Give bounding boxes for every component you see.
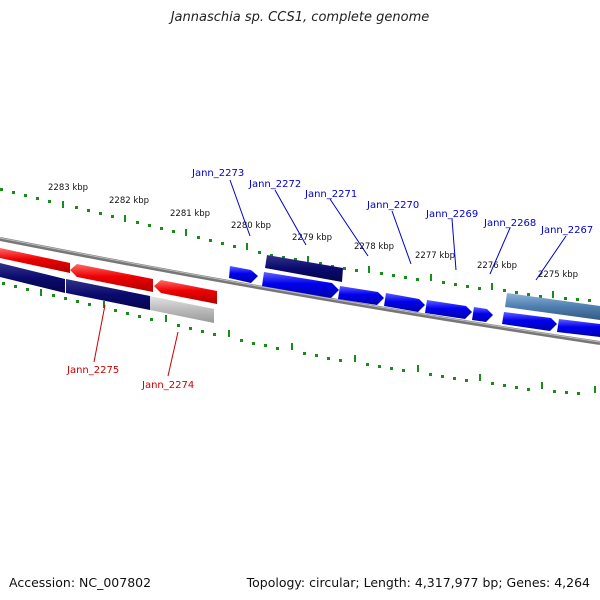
kbp-label-2279: 2279 kbp: [292, 233, 332, 243]
gene-label-jann-2267[interactable]: Jann_2267: [540, 225, 593, 236]
gene-label-jann-2274[interactable]: Jann_2274: [141, 380, 194, 391]
gene-navy-top[interactable]: [265, 255, 343, 282]
gene-pseudo-gray[interactable]: [150, 296, 214, 323]
kbp-label-2277: 2277 kbp: [415, 251, 455, 261]
kbp-label-2280: 2280 kbp: [231, 221, 271, 231]
map-title: Jannaschia sp. CCS1, complete genome: [170, 10, 430, 25]
gene-blue-7[interactable]: [502, 312, 557, 331]
gene-blue-6[interactable]: [472, 307, 493, 322]
gene-blue-4[interactable]: [384, 293, 425, 312]
kbp-label-2275: 2275 kbp: [538, 270, 578, 280]
gene-navy-left-1[interactable]: [0, 263, 65, 293]
top-leader-lines: [229, 179, 567, 281]
kbp-label-2281: 2281 kbp: [170, 209, 210, 219]
kbp-label-2282: 2282 kbp: [109, 196, 149, 206]
kbp-label-2283: 2283 kbp: [48, 183, 88, 193]
kbp-label-2276: 2276 kbp: [477, 261, 517, 271]
gene-red-3[interactable]: [154, 280, 217, 304]
outer-tick-track: [0, 188, 591, 302]
bottom-leader-lines: [93, 304, 179, 377]
gene-blue-8[interactable]: [557, 319, 600, 337]
gene-red-1[interactable]: [0, 248, 70, 273]
gene-label-jann-2275[interactable]: Jann_2275: [66, 365, 119, 376]
gene-steel[interactable]: [505, 293, 600, 320]
gene-red-2[interactable]: [70, 264, 153, 292]
gene-blue-5[interactable]: [425, 300, 472, 319]
gene-label-jann-2269[interactable]: Jann_2269: [425, 209, 478, 220]
gene-label-jann-2272[interactable]: Jann_2272: [248, 179, 301, 190]
gene-label-jann-2268[interactable]: Jann_2268: [483, 218, 536, 229]
topology-summary: Topology: circular; Length: 4,317,977 bp…: [246, 575, 590, 590]
gene-blue-2[interactable]: [262, 272, 339, 298]
gene-navy-left-2[interactable]: [66, 279, 150, 310]
gene-label-jann-2271[interactable]: Jann_2271: [304, 189, 357, 200]
gene-label-jann-2273[interactable]: Jann_2273: [191, 168, 244, 179]
gene-blue-1[interactable]: [229, 266, 258, 283]
gene-label-jann-2270[interactable]: Jann_2270: [366, 200, 419, 211]
genome-backbone: [0, 237, 600, 345]
kbp-label-2278: 2278 kbp: [354, 242, 394, 252]
inner-tick-track: [2, 282, 596, 395]
accession-text: Accession: NC_007802: [9, 575, 152, 590]
gene-blue-3[interactable]: [338, 286, 384, 305]
